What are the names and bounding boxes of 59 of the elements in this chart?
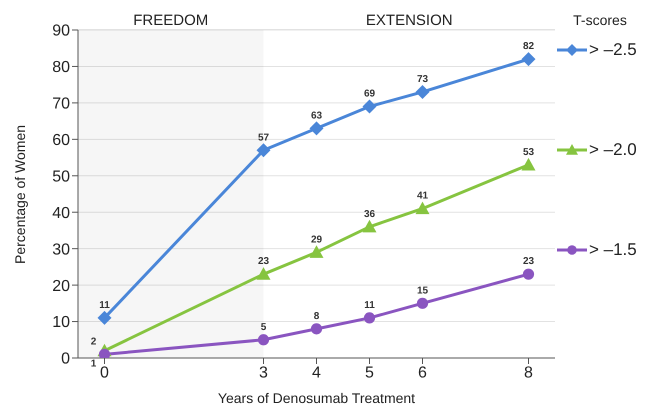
data-label: 2 [90, 336, 97, 348]
x-tick-label: 3 [259, 364, 268, 382]
point [256, 267, 270, 280]
y-tick-label: 40 [52, 204, 70, 222]
data-label: 1 [90, 358, 97, 370]
y-tick-label: 90 [52, 22, 70, 40]
legend-label: > –2.0 [589, 140, 637, 160]
point [364, 312, 376, 324]
y-tick-label: 80 [52, 59, 70, 76]
point [258, 334, 270, 346]
data-label: 5 [260, 322, 267, 333]
point [416, 202, 430, 214]
x-tick-label: 4 [312, 364, 322, 382]
point [310, 245, 324, 258]
y-tick-label: 30 [52, 241, 70, 258]
data-label: 73 [416, 74, 428, 85]
legend-title: T-scores [572, 12, 628, 28]
point [310, 121, 324, 136]
data-label: 69 [364, 88, 376, 100]
point [416, 84, 430, 99]
x-tick-label: 6 [418, 364, 428, 382]
data-label: 82 [522, 41, 534, 52]
point [522, 158, 536, 170]
y-tick-label: 70 [52, 96, 70, 113]
y-tick-label: 50 [52, 168, 70, 186]
point [310, 323, 322, 334]
x-tick-label: 8 [524, 364, 534, 382]
data-label: 57 [258, 132, 270, 144]
data-label: 23 [258, 256, 270, 268]
point [98, 310, 112, 325]
data-label: 63 [310, 110, 322, 122]
data-label: 29 [310, 234, 322, 246]
x-tick-label: 5 [365, 364, 374, 382]
data-label: 11 [99, 300, 110, 311]
data-label: 23 [522, 256, 534, 268]
legend-label: > –2.5 [589, 40, 637, 60]
data-label: 11 [364, 300, 376, 311]
x-axis-title: Years of Denosumab Treatment [218, 390, 416, 406]
band-label: FREEDOM [133, 12, 208, 29]
point [522, 52, 536, 66]
y-tick-label: 0 [61, 350, 70, 368]
data-label: 15 [416, 285, 428, 296]
point [256, 143, 270, 158]
band-label: EXTENSION [366, 12, 453, 29]
point [98, 348, 110, 358]
y-tick-label: 20 [52, 278, 70, 295]
x-tick-label: 0 [100, 364, 110, 382]
data-label: 8 [314, 310, 320, 322]
y-tick-label: 60 [52, 132, 70, 150]
data-label: 53 [522, 146, 534, 158]
point [362, 220, 376, 232]
y-axis-title: Percentage of Women [12, 124, 28, 264]
data-label: 41 [416, 190, 428, 202]
y-tick-label: 10 [52, 314, 70, 332]
data-label: 36 [364, 208, 376, 220]
point [522, 268, 534, 280]
point [416, 298, 428, 309]
legend-label: > –1.5 [589, 240, 637, 260]
point [362, 100, 376, 114]
